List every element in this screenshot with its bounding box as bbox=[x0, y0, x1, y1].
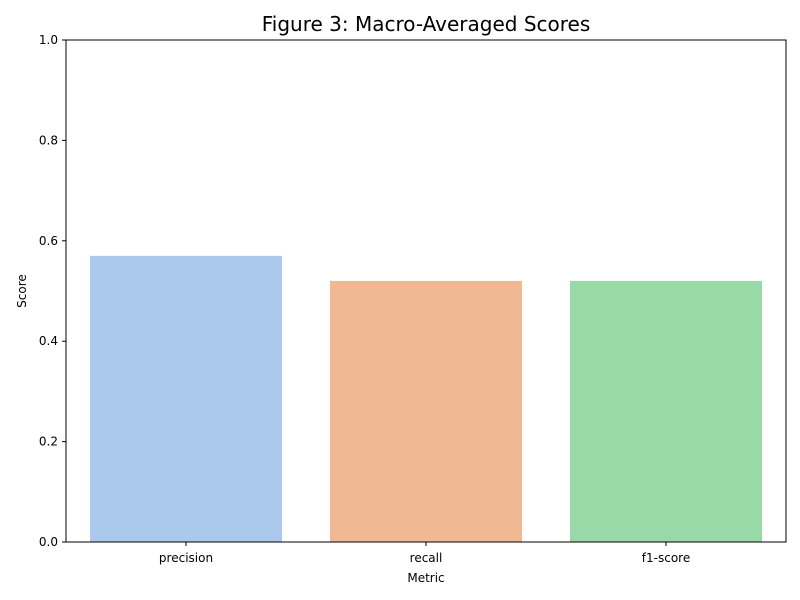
y-tick-label: 0.6 bbox=[39, 234, 58, 248]
bar-precision bbox=[90, 255, 282, 543]
bar-recall bbox=[330, 280, 522, 542]
axes-layer: precision recall f1-score 0.0 0.2 0.4 0.6 0.8 1.… bbox=[39, 33, 787, 565]
bar-f1-score bbox=[570, 280, 762, 542]
y-axis-label: Score bbox=[15, 274, 29, 308]
x-tick-label: recall bbox=[410, 551, 443, 565]
x-tick-label: f1-score bbox=[642, 551, 690, 565]
x-tick-label: precision bbox=[159, 551, 213, 565]
x-axis-label: Metric bbox=[407, 571, 444, 585]
y-tick-label: 0.2 bbox=[39, 435, 58, 449]
y-tick-label: 1.0 bbox=[39, 33, 58, 47]
y-tick-label: 0.8 bbox=[39, 133, 58, 147]
y-tick-label: 0.4 bbox=[39, 334, 58, 348]
plot-frame bbox=[65, 39, 787, 543]
bars-layer bbox=[90, 255, 762, 543]
y-tick-label: 0.0 bbox=[39, 535, 58, 549]
chart-title: Figure 3: Macro-Averaged Scores bbox=[262, 12, 591, 36]
